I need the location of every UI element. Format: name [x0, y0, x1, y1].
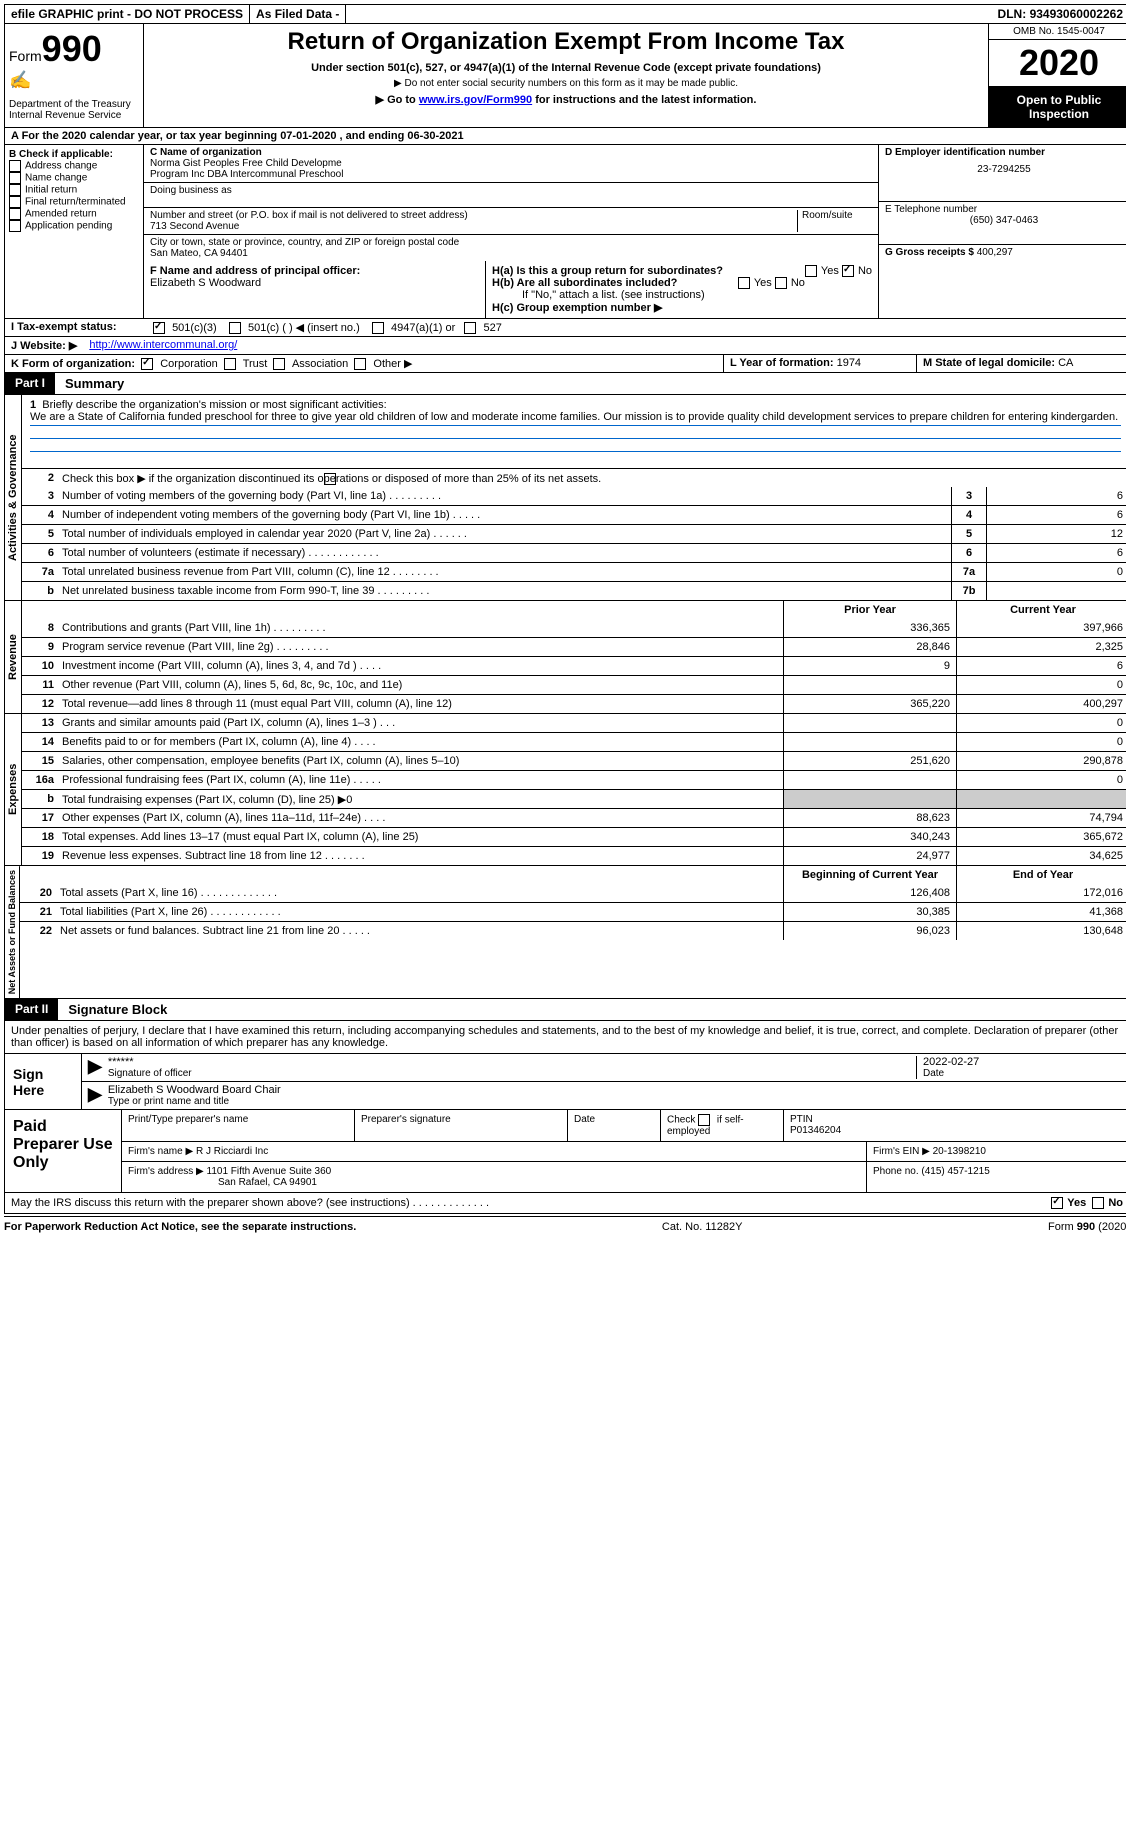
org-address: 713 Second Avenue — [150, 221, 797, 232]
cb-initial[interactable] — [9, 184, 21, 196]
summary-line: 22 Net assets or fund balances. Subtract… — [20, 921, 1126, 940]
cb-4947[interactable] — [372, 322, 384, 334]
officer-name: Elizabeth S Woodward — [150, 277, 479, 289]
summary-line: 21 Total liabilities (Part X, line 26) .… — [20, 902, 1126, 921]
col-d: D Employer identification number 23-7294… — [878, 145, 1126, 318]
form-title: Return of Organization Exempt From Incom… — [152, 28, 980, 56]
part2-header: Part II Signature Block — [4, 999, 1126, 1021]
header-left: Form990 ✍ Department of the Treasury Int… — [5, 24, 144, 127]
cb-ha-yes[interactable] — [805, 265, 817, 277]
header-center: Return of Organization Exempt From Incom… — [144, 24, 988, 127]
summary-line: 15 Salaries, other compensation, employe… — [22, 751, 1126, 770]
top-bar: efile GRAPHIC print - DO NOT PROCESS As … — [4, 4, 1126, 24]
part1-header: Part I Summary — [4, 373, 1126, 395]
cb-amended[interactable] — [9, 208, 21, 220]
cb-name[interactable] — [9, 172, 21, 184]
vlabel-governance: Activities & Governance — [5, 395, 22, 600]
efile-label: efile GRAPHIC print - DO NOT PROCESS — [5, 5, 250, 23]
cb-assoc[interactable] — [273, 358, 285, 370]
cb-address[interactable] — [9, 160, 21, 172]
row-a: A For the 2020 calendar year, or tax yea… — [4, 128, 1126, 145]
row-i: I Tax-exempt status: 501(c)(3) 501(c) ( … — [4, 319, 1126, 337]
cb-501c3[interactable] — [153, 322, 165, 334]
vlabel-revenue: Revenue — [5, 601, 22, 713]
summary-line: 16a Professional fundraising fees (Part … — [22, 770, 1126, 789]
summary-line: 9 Program service revenue (Part VIII, li… — [22, 637, 1126, 656]
ptin: P01346204 — [790, 1125, 841, 1136]
summary-line: 19 Revenue less expenses. Subtract line … — [22, 846, 1126, 865]
summary-expenses: Expenses 13 Grants and similar amounts p… — [4, 714, 1126, 866]
preparer-block: Paid Preparer Use Only Print/Type prepar… — [4, 1110, 1126, 1193]
firm-name: R J Ricciardi Inc — [196, 1146, 268, 1157]
ein: 23-7294255 — [885, 164, 1123, 175]
summary-line: 10 Investment income (Part VIII, column … — [22, 656, 1126, 675]
summary-line: 17 Other expenses (Part IX, column (A), … — [22, 808, 1126, 827]
org-city: San Mateo, CA 94401 — [150, 248, 872, 259]
tax-year: 2020 — [989, 40, 1126, 87]
summary-revenue: Revenue Prior Year Current Year 8 Contri… — [4, 601, 1126, 714]
cb-hb-no[interactable] — [775, 277, 787, 289]
summary-line: 14 Benefits paid to or for members (Part… — [22, 732, 1126, 751]
row-klm: K Form of organization: Corporation Trus… — [4, 355, 1126, 373]
cb-discuss-yes[interactable] — [1051, 1197, 1063, 1209]
summary-line: 18 Total expenses. Add lines 13–17 (must… — [22, 827, 1126, 846]
summary-line: 6 Total number of volunteers (estimate i… — [22, 543, 1126, 562]
cb-discuss-no[interactable] — [1092, 1197, 1104, 1209]
vlabel-expenses: Expenses — [5, 714, 22, 865]
summary-line: b Total fundraising expenses (Part IX, c… — [22, 789, 1126, 808]
form-header: Form990 ✍ Department of the Treasury Int… — [4, 24, 1126, 128]
summary-netassets: Net Assets or Fund Balances Beginning of… — [4, 866, 1126, 999]
cb-hb-yes[interactable] — [738, 277, 750, 289]
summary-line: 3 Number of voting members of the govern… — [22, 487, 1126, 505]
cb-ha-no[interactable] — [842, 265, 854, 277]
org-name: Norma Gist Peoples Free Child Developme — [150, 158, 872, 169]
cb-discontinued[interactable] — [324, 473, 336, 485]
cb-501c[interactable] — [229, 322, 241, 334]
sign-date: 2022-02-27 — [923, 1056, 1123, 1068]
irs-link[interactable]: www.irs.gov/Form990 — [419, 94, 532, 106]
summary-line: 7a Total unrelated business revenue from… — [22, 562, 1126, 581]
main-grid: B Check if applicable: Address change Na… — [4, 145, 1126, 319]
cb-527[interactable] — [464, 322, 476, 334]
open-public: Open to Public Inspection — [989, 87, 1126, 127]
vlabel-net: Net Assets or Fund Balances — [5, 866, 20, 998]
arrow-icon: ▶ — [88, 1084, 102, 1107]
row-j: J Website: ▶ http://www.intercommunal.or… — [4, 337, 1126, 355]
arrow-icon: ▶ — [88, 1056, 102, 1079]
summary-line: 20 Total assets (Part X, line 16) . . . … — [20, 884, 1126, 902]
sign-block: Sign Here ▶ ****** Signature of officer … — [4, 1054, 1126, 1110]
discuss-row: May the IRS discuss this return with the… — [4, 1193, 1126, 1214]
officer-name-title: Elizabeth S Woodward Board Chair — [108, 1084, 1123, 1096]
dln: DLN: 93493060002262 — [992, 5, 1126, 23]
summary-governance: Activities & Governance 1 Briefly descri… — [4, 395, 1126, 601]
cb-pending[interactable] — [9, 220, 21, 232]
omb-number: OMB No. 1545-0047 — [989, 24, 1126, 40]
summary-line: 12 Total revenue—add lines 8 through 11 … — [22, 694, 1126, 713]
summary-line: 4 Number of independent voting members o… — [22, 505, 1126, 524]
col-b: B Check if applicable: Address change Na… — [5, 145, 144, 318]
page-footer: For Paperwork Reduction Act Notice, see … — [4, 1216, 1126, 1237]
summary-line: 11 Other revenue (Part VIII, column (A),… — [22, 675, 1126, 694]
cb-final[interactable] — [9, 196, 21, 208]
perjury-text: Under penalties of perjury, I declare th… — [4, 1021, 1126, 1054]
phone: (650) 347-0463 — [885, 215, 1123, 226]
website-link[interactable]: http://www.intercommunal.org/ — [89, 339, 237, 351]
col-c: C Name of organization Norma Gist People… — [144, 145, 878, 318]
summary-line: 8 Contributions and grants (Part VIII, l… — [22, 619, 1126, 637]
gross-receipts: 400,297 — [977, 247, 1013, 258]
summary-line: 5 Total number of individuals employed i… — [22, 524, 1126, 543]
firm-phone: (415) 457-1215 — [921, 1166, 989, 1177]
cb-corp[interactable] — [141, 358, 153, 370]
firm-ein: 20-1398210 — [933, 1146, 986, 1157]
filed-label: As Filed Data - — [250, 5, 346, 23]
summary-line: b Net unrelated business taxable income … — [22, 581, 1126, 600]
cb-other[interactable] — [354, 358, 366, 370]
header-right: OMB No. 1545-0047 2020 Open to Public In… — [988, 24, 1126, 127]
cb-trust[interactable] — [224, 358, 236, 370]
cb-self-emp[interactable] — [698, 1114, 710, 1126]
summary-line: 13 Grants and similar amounts paid (Part… — [22, 714, 1126, 732]
mission-text: We are a State of California funded pres… — [30, 411, 1118, 423]
